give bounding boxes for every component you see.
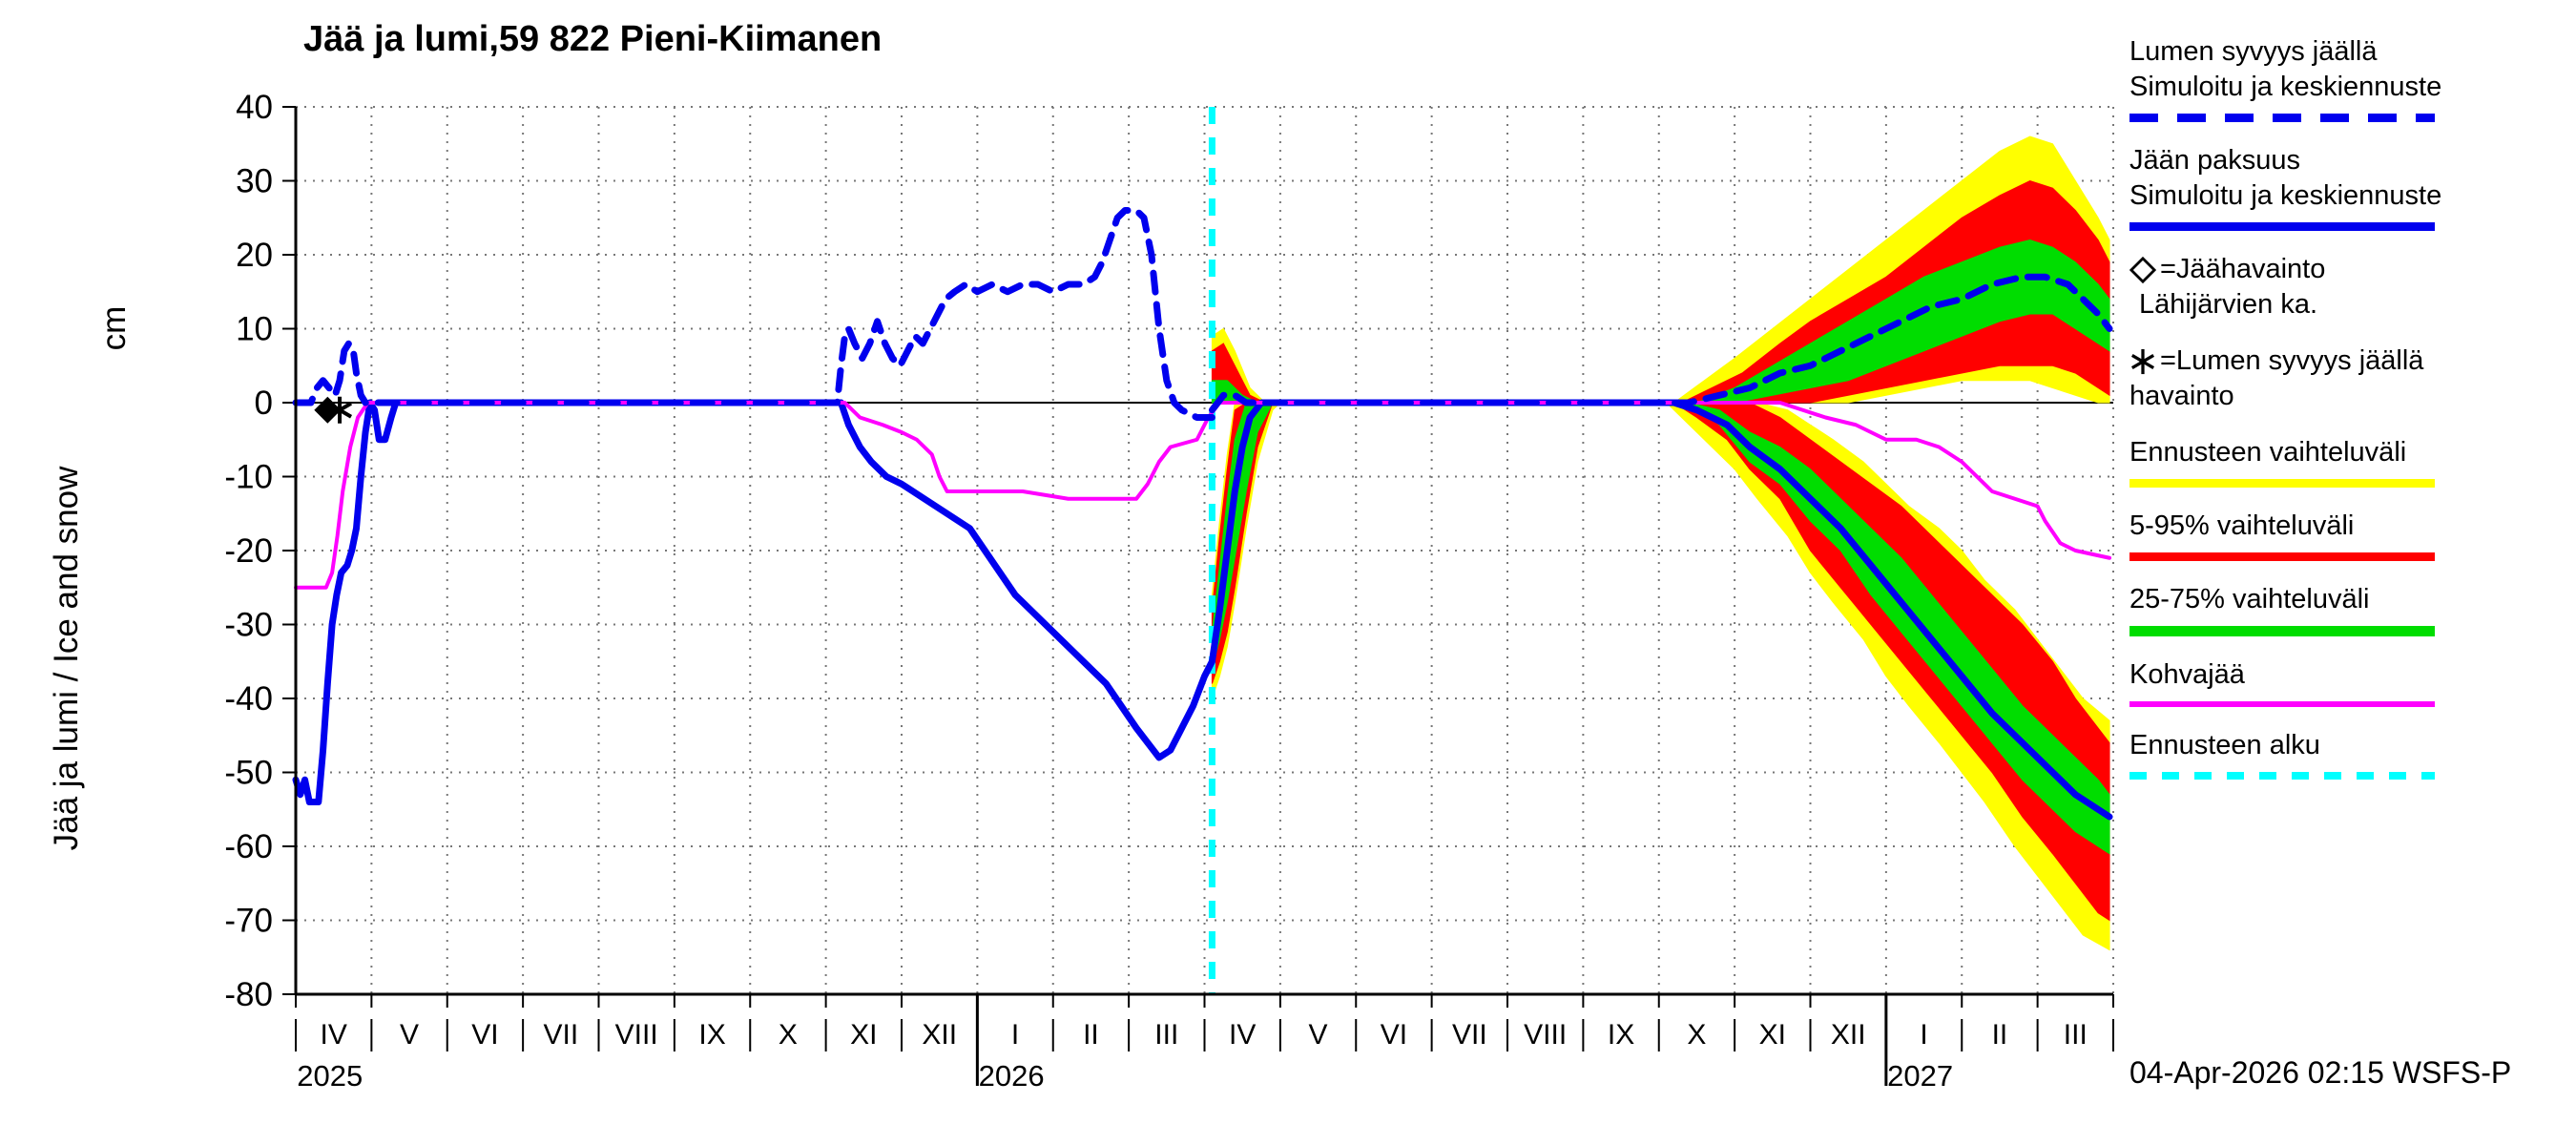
legend-label: Simuloitu ja keskiennuste: [2129, 180, 2442, 211]
svg-text:-40: -40: [224, 680, 273, 718]
star-icon: [2130, 348, 2155, 374]
svg-text:2027: 2027: [1887, 1059, 1953, 1093]
svg-text:0: 0: [255, 385, 273, 422]
legend-label: Simuloitu ja keskiennuste: [2129, 72, 2442, 102]
y-axis-unit-label: cm: [95, 305, 133, 351]
legend-sample-cyan-dashed-line: [2129, 772, 2435, 780]
svg-text:-50: -50: [224, 755, 273, 792]
legend-label: Lähijärvien ka.: [2139, 289, 2317, 320]
y-axis-label: Jää ja lumi / Ice and snow: [48, 466, 85, 851]
legend-sample-yellow-line: [2129, 479, 2435, 488]
legend-sample-blue-solid-line: [2129, 222, 2435, 231]
svg-text:III: III: [2064, 1019, 2088, 1051]
svg-text:-80: -80: [224, 976, 273, 1013]
legend-sample-red-line: [2129, 552, 2435, 561]
legend-label: =Lumen syvyys jäällä: [2160, 345, 2424, 376]
svg-text:VII: VII: [543, 1019, 578, 1051]
svg-text:-30: -30: [224, 607, 273, 644]
svg-text:II: II: [1992, 1019, 2008, 1051]
svg-text:IX: IX: [1608, 1019, 1634, 1051]
svg-text:40: 40: [236, 89, 273, 126]
svg-text:XII: XII: [1831, 1019, 1866, 1051]
legend-item-kohvajaa: Kohvajää: [2129, 657, 2570, 707]
svg-text:20: 20: [236, 237, 273, 274]
svg-text:IV: IV: [321, 1019, 347, 1051]
svg-text:IV: IV: [1229, 1019, 1256, 1051]
legend-label: havainto: [2129, 381, 2234, 411]
svg-text:I: I: [1011, 1019, 1019, 1051]
svg-text:VIII: VIII: [1524, 1019, 1567, 1051]
legend-label: =Jäähavainto: [2160, 254, 2326, 284]
legend-label: Ennusteen alku: [2129, 730, 2320, 760]
legend-label: 5-95% vaihteluväli: [2129, 510, 2355, 541]
legend: Lumen syvyys jäällä Simuloitu ja keskien…: [2129, 34, 2570, 801]
diamond-icon: [2129, 256, 2156, 283]
svg-text:IX: IX: [698, 1019, 725, 1051]
legend-label: 25-75% vaihteluväli: [2129, 584, 2370, 614]
legend-item-snow-observation: =Lumen syvyys jäällä havainto: [2129, 344, 2570, 414]
legend-item-snow-simulated: Lumen syvyys jäällä Simuloitu ja keskien…: [2129, 34, 2570, 122]
svg-text:II: II: [1083, 1019, 1099, 1051]
legend-item-forecast-range: Ennusteen vaihteluväli: [2129, 435, 2570, 488]
legend-item-range-5-95: 5-95% vaihteluväli: [2129, 509, 2570, 561]
legend-item-ice-observation: =Jäähavainto Lähijärvien ka.: [2129, 252, 2570, 323]
svg-text:VI: VI: [1381, 1019, 1407, 1051]
svg-text:III: III: [1154, 1019, 1178, 1051]
legend-label: Lumen syvyys jäällä: [2129, 36, 2378, 67]
legend-sample-magenta-line: [2129, 701, 2435, 707]
legend-label: Ennusteen vaihteluväli: [2129, 437, 2407, 468]
svg-text:2026: 2026: [979, 1059, 1045, 1093]
legend-item-forecast-start: Ennusteen alku: [2129, 728, 2570, 780]
svg-text:30: 30: [236, 163, 273, 200]
svg-text:-10: -10: [224, 459, 273, 496]
svg-text:2025: 2025: [297, 1059, 363, 1093]
svg-text:-60: -60: [224, 828, 273, 865]
legend-item-ice-simulated: Jään paksuus Simuloitu ja keskiennuste: [2129, 143, 2570, 231]
legend-item-range-25-75: 25-75% vaihteluväli: [2129, 582, 2570, 636]
svg-text:VIII: VIII: [615, 1019, 658, 1051]
timestamp: 04-Apr-2026 02:15 WSFS-P: [2129, 1055, 2512, 1090]
svg-text:XI: XI: [1759, 1019, 1786, 1051]
svg-text:VI: VI: [471, 1019, 498, 1051]
svg-text:XII: XII: [922, 1019, 957, 1051]
svg-text:-70: -70: [224, 903, 273, 940]
legend-label: Kohvajää: [2129, 659, 2245, 690]
chart-title: Jää ja lumi,59 822 Pieni-Kiimanen: [303, 19, 883, 59]
legend-label: Jään paksuus: [2129, 145, 2300, 176]
svg-text:VII: VII: [1452, 1019, 1487, 1051]
legend-sample-blue-dashed-line: [2129, 114, 2435, 122]
legend-sample-green-line: [2129, 626, 2435, 636]
svg-text:V: V: [400, 1019, 419, 1051]
svg-text:-20: -20: [224, 532, 273, 570]
svg-text:V: V: [1309, 1019, 1328, 1051]
svg-text:XI: XI: [850, 1019, 877, 1051]
svg-text:I: I: [1920, 1019, 1927, 1051]
svg-text:X: X: [779, 1019, 798, 1051]
svg-text:10: 10: [236, 311, 273, 348]
svg-text:X: X: [1687, 1019, 1706, 1051]
